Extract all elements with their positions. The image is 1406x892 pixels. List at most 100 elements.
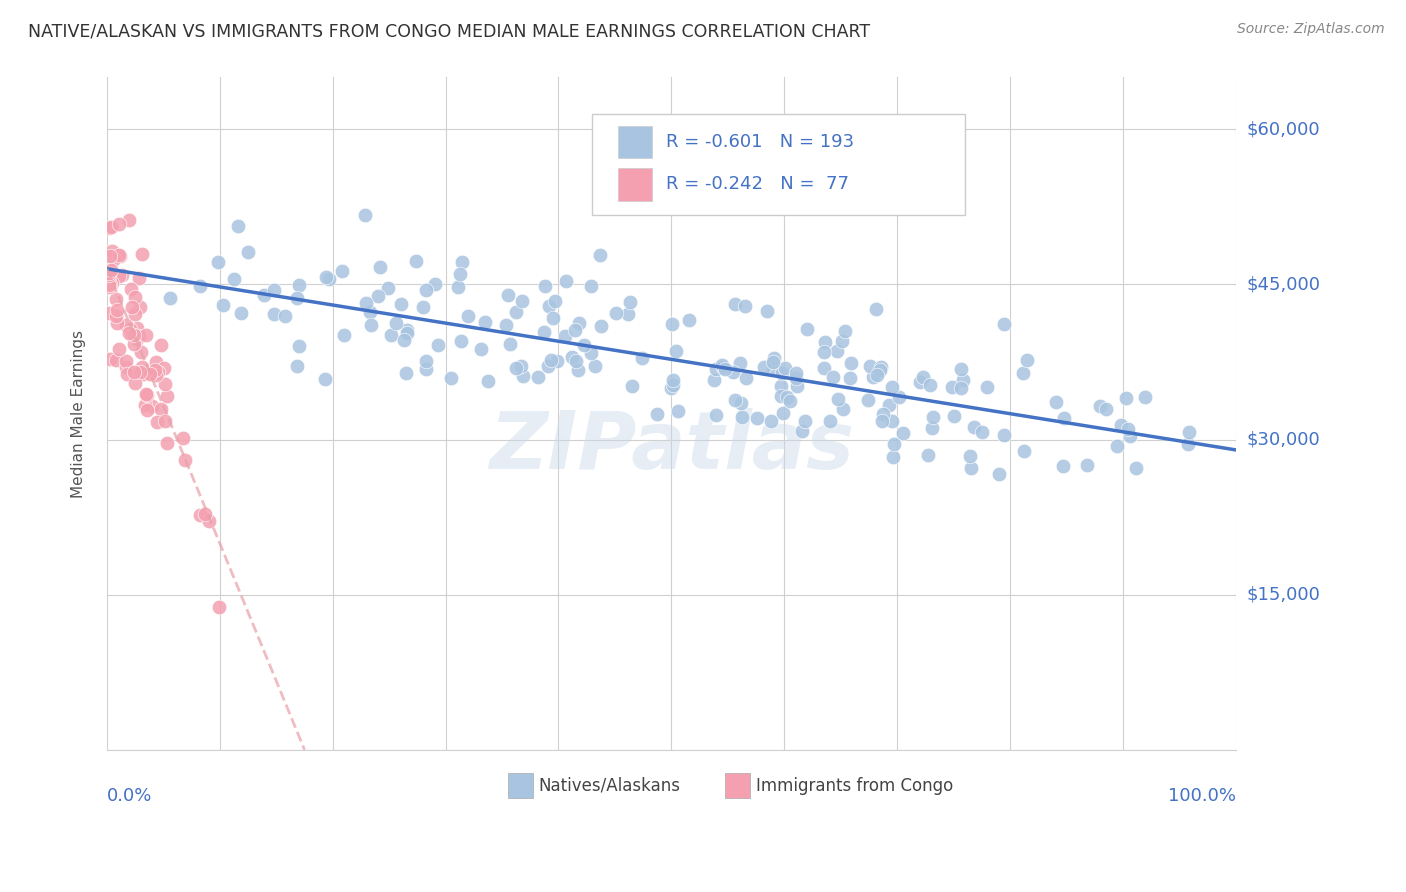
Point [385, 316, 408, 330]
Point [630, 351, 652, 365]
Point [115, 367, 138, 381]
Text: ZIPatlas: ZIPatlas [489, 409, 853, 486]
Point [98, 278, 121, 293]
Point [131, 247, 153, 261]
Point [499, 336, 522, 351]
Point [457, 309, 479, 323]
Point [141, 399, 163, 413]
Point [392, 333, 415, 347]
Point [912, 370, 935, 384]
Point [859, 359, 882, 373]
Point [526, 370, 548, 384]
Text: $60,000: $60,000 [1247, 120, 1320, 138]
Point [412, 300, 434, 314]
Text: R = -0.601   N = 193: R = -0.601 N = 193 [665, 133, 853, 151]
Point [314, 372, 336, 386]
Point [891, 425, 914, 440]
Point [253, 288, 276, 302]
Point [704, 361, 727, 376]
Point [115, 318, 138, 332]
Point [561, 350, 583, 364]
Point [1116, 422, 1139, 436]
Point [274, 310, 297, 324]
Point [665, 343, 688, 358]
Point [993, 317, 1015, 331]
Point [104, 352, 127, 367]
Point [155, 435, 177, 450]
Point [98, 220, 121, 235]
Point [993, 428, 1015, 442]
Point [121, 328, 143, 343]
Point [115, 359, 138, 374]
Point [450, 255, 472, 269]
Point [118, 326, 141, 341]
Point [114, 354, 136, 368]
Point [678, 313, 700, 327]
Point [101, 244, 124, 258]
Point [976, 380, 998, 394]
Point [354, 296, 377, 310]
Point [229, 306, 252, 320]
Point [1076, 458, 1098, 473]
Point [100, 263, 122, 277]
Point [567, 363, 589, 377]
Bar [619, 126, 652, 158]
Point [619, 294, 641, 309]
Point [134, 398, 156, 412]
Point [449, 267, 471, 281]
Point [474, 315, 496, 329]
Point [496, 288, 519, 302]
Point [127, 321, 149, 335]
Point [546, 353, 568, 368]
Point [1105, 439, 1128, 453]
Point [616, 307, 638, 321]
Point [131, 360, 153, 375]
Point [226, 219, 249, 234]
Point [512, 369, 534, 384]
Point [759, 415, 782, 429]
Point [882, 380, 904, 394]
Point [377, 281, 399, 295]
Point [510, 294, 533, 309]
Point [770, 366, 793, 380]
Text: Source: ZipAtlas.com: Source: ZipAtlas.com [1237, 22, 1385, 37]
Point [188, 508, 211, 523]
Point [172, 431, 194, 445]
Point [426, 338, 449, 352]
Point [470, 343, 492, 357]
Point [762, 355, 785, 369]
Point [1177, 437, 1199, 451]
Point [124, 376, 146, 390]
Point [772, 406, 794, 420]
Point [544, 293, 567, 308]
Point [882, 450, 904, 464]
Point [821, 369, 844, 384]
Point [108, 342, 131, 356]
Point [645, 407, 668, 421]
Y-axis label: Median Male Earnings: Median Male Earnings [72, 330, 86, 498]
Point [1011, 366, 1033, 380]
Point [1111, 417, 1133, 432]
Point [143, 363, 166, 377]
Point [108, 248, 131, 262]
Point [1115, 392, 1137, 406]
Point [423, 277, 446, 292]
Point [659, 380, 682, 394]
Point [174, 452, 197, 467]
Point [315, 270, 337, 285]
FancyBboxPatch shape [592, 114, 965, 215]
Point [450, 334, 472, 349]
Point [734, 299, 756, 313]
Bar [619, 169, 652, 201]
Point [1177, 425, 1199, 439]
Text: NATIVE/ALASKAN VS IMMIGRANTS FROM CONGO MEDIAN MALE EARNINGS CORRELATION CHART: NATIVE/ALASKAN VS IMMIGRANTS FROM CONGO … [28, 22, 870, 40]
Point [839, 356, 862, 370]
Point [198, 514, 221, 528]
Point [813, 360, 835, 375]
Point [839, 370, 862, 384]
Point [156, 389, 179, 403]
Point [128, 270, 150, 285]
Point [153, 414, 176, 428]
Point [136, 388, 159, 402]
Text: Natives/Alaskans: Natives/Alaskans [538, 777, 681, 795]
